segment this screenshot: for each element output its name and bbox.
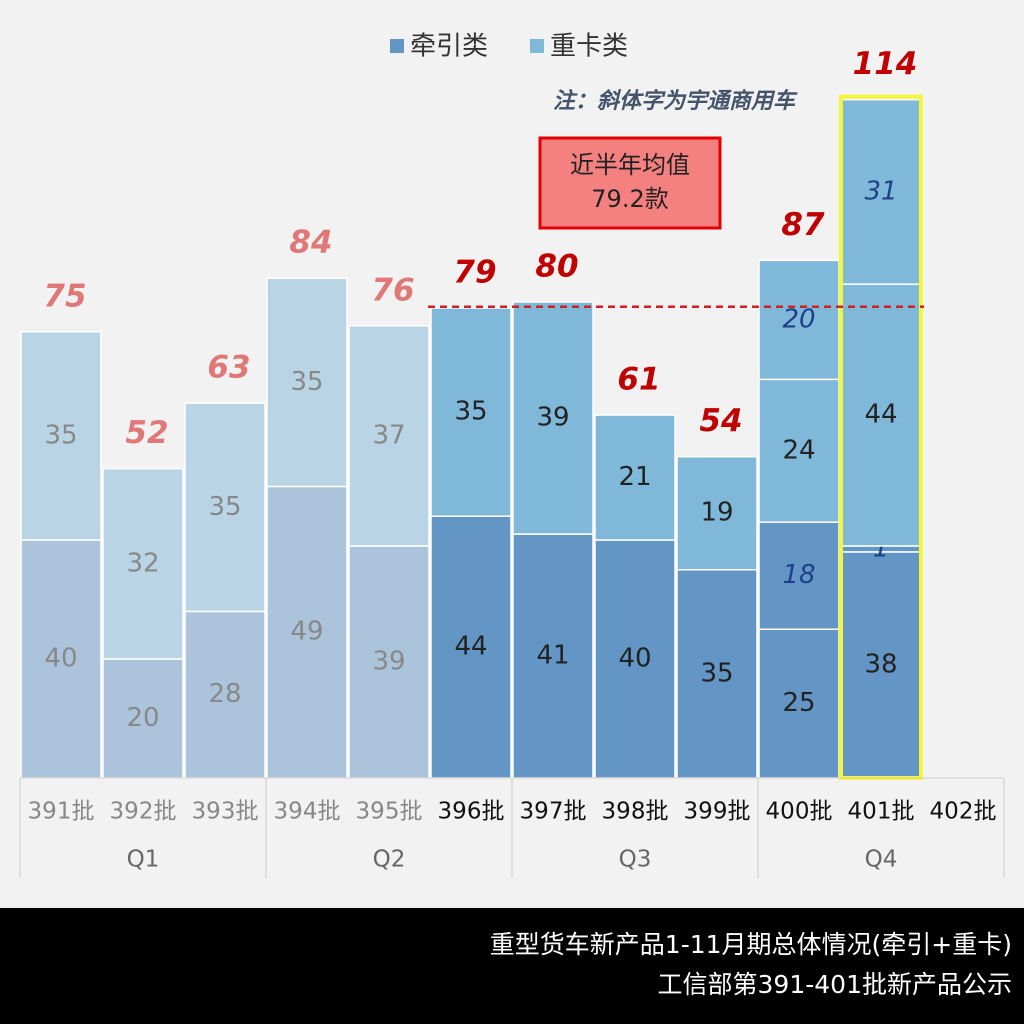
note: 注：斜体字为宇通商用车 <box>553 88 798 114</box>
segment-label: 39 <box>372 646 405 676</box>
bar-segment <box>266 485 348 779</box>
segment-label: 41 <box>536 641 569 671</box>
segment-label: 32 <box>126 548 159 578</box>
segment-label: 35 <box>290 367 323 397</box>
footer-line: 重型货车新产品1-11月期总体情况(牵引+重卡) <box>490 930 1012 959</box>
total-label: 84 <box>289 225 332 261</box>
bar-segment <box>676 455 758 571</box>
total-label: 54 <box>699 403 742 439</box>
bar-segment <box>758 259 840 381</box>
group-label: Q3 <box>619 847 652 873</box>
segment-label: 40 <box>618 644 651 674</box>
footer-band <box>0 908 1024 1024</box>
bar-segment <box>758 521 840 631</box>
x-tick-label: 400批 <box>766 799 833 825</box>
total-label: 114 <box>853 46 918 82</box>
segment-label: 19 <box>700 498 733 528</box>
legend-swatch <box>390 39 404 53</box>
total-label: 63 <box>207 350 250 386</box>
x-tick-label: 401批 <box>848 799 915 825</box>
legend-label: 重卡类 <box>550 32 628 62</box>
group-label: Q4 <box>865 847 898 873</box>
bar-segment <box>348 545 430 779</box>
bar-segment <box>758 628 840 779</box>
segment-label: 44 <box>454 632 487 662</box>
group-label: Q2 <box>373 847 406 873</box>
segment-label: 35 <box>44 420 77 450</box>
footer-line: 工信部第391-401批新产品公示 <box>658 970 1012 999</box>
average-label: 近半年均值 <box>570 151 690 179</box>
bar-segment <box>512 533 594 779</box>
bar-segment <box>20 331 102 541</box>
segment-label: 20 <box>782 304 815 334</box>
average-value-label: 79.2款 <box>591 185 668 213</box>
legend-label: 牵引类 <box>410 32 488 62</box>
bar-segment <box>348 325 430 547</box>
x-tick-label: 392批 <box>110 799 177 825</box>
segment-label: 24 <box>782 435 815 465</box>
total-label: 79 <box>453 254 496 290</box>
segment-label: 25 <box>782 688 815 718</box>
bar-segment <box>430 307 512 517</box>
segment-label: 20 <box>126 703 159 733</box>
legend-swatch <box>530 39 544 53</box>
segment-label: 44 <box>864 400 897 430</box>
segment-label: 18 <box>782 560 815 590</box>
x-tick-label: 395批 <box>356 799 423 825</box>
total-label: 80 <box>535 249 578 285</box>
segment-label: 39 <box>536 403 569 433</box>
bar-segment <box>594 539 676 779</box>
average-box <box>538 136 722 230</box>
segment-label: 49 <box>290 617 323 647</box>
total-label: 61 <box>617 362 660 398</box>
x-tick-label: 394批 <box>274 799 341 825</box>
segment-label: 37 <box>372 420 405 450</box>
bar-segment <box>840 551 922 779</box>
total-label: 75 <box>43 278 86 314</box>
segment-label: 21 <box>618 462 651 492</box>
segment-label: 35 <box>454 397 487 427</box>
bar-segment <box>102 658 184 779</box>
bar-segment <box>102 467 184 660</box>
x-tick-label: 391批 <box>28 799 95 825</box>
x-tick-label: 393批 <box>192 799 259 825</box>
group-label: Q1 <box>127 847 160 873</box>
segment-label: 28 <box>208 679 241 709</box>
x-tick-label: 399批 <box>684 799 751 825</box>
bar-segment <box>184 402 266 613</box>
bar-segment <box>594 414 676 541</box>
total-label: 87 <box>781 207 825 243</box>
total-label: 76 <box>371 272 414 308</box>
segment-label: 35 <box>700 658 733 688</box>
segment-label: 31 <box>864 176 897 206</box>
segment-label: 38 <box>864 649 897 679</box>
x-tick-label: 402批 <box>930 799 997 825</box>
x-tick-label: 396批 <box>438 799 505 825</box>
segment-label: 35 <box>208 492 241 522</box>
bar-segment <box>676 569 758 779</box>
x-tick-label: 397批 <box>520 799 587 825</box>
bar-segment <box>512 301 594 535</box>
total-label: 52 <box>125 415 168 451</box>
bar-segment <box>20 539 102 779</box>
bar-segment <box>266 277 348 488</box>
segment-label: 40 <box>44 644 77 674</box>
x-tick-label: 398批 <box>602 799 669 825</box>
